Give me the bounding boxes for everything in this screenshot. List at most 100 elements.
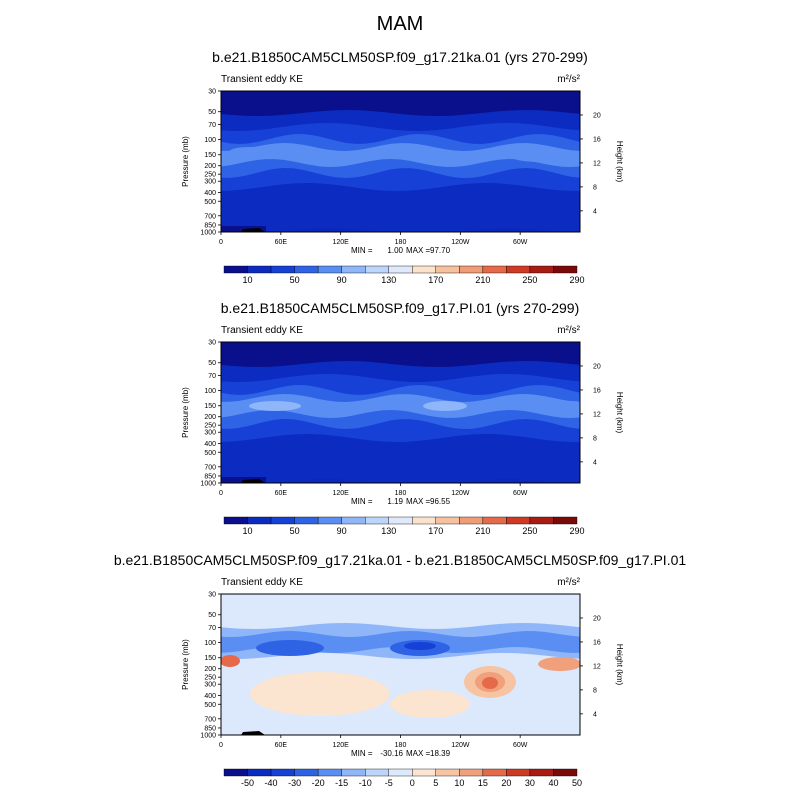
x-tick-label: 120E bbox=[332, 742, 349, 749]
colorbar-label: 5 bbox=[433, 778, 438, 788]
colorbar-label: 50 bbox=[290, 526, 300, 536]
colorbar-label: -50 bbox=[241, 778, 254, 788]
height-tick-label: 20 bbox=[593, 112, 601, 119]
x-tick-label: 120W bbox=[451, 239, 470, 246]
min-label: MIN = bbox=[351, 749, 373, 758]
y-tick-label: 200 bbox=[204, 163, 216, 170]
colorbar-box bbox=[482, 265, 507, 274]
y-tick-label: 1000 bbox=[200, 733, 216, 740]
colorbar-box bbox=[223, 516, 248, 525]
height-tick-label: 12 bbox=[593, 663, 601, 670]
y-tick-label: 250 bbox=[204, 172, 216, 179]
height-tick-label: 8 bbox=[593, 687, 597, 694]
colorbar-box bbox=[223, 265, 248, 274]
y-tick-label: 50 bbox=[208, 360, 216, 367]
colorbar-label: -10 bbox=[359, 778, 372, 788]
chart-title: b.e21.B1850CAM5CLM50SP.f09_g17.PI.01 (yr… bbox=[221, 300, 580, 316]
units-label: m²/s² bbox=[557, 577, 580, 588]
height-tick-label: 4 bbox=[593, 208, 597, 215]
panels: b.e21.B1850CAM5CLM50SP.f09_g17.21ka.01 (… bbox=[114, 49, 687, 788]
x-tick-label: 180 bbox=[395, 742, 407, 749]
y-tick-label: 500 bbox=[204, 450, 216, 457]
contour-level-50 bbox=[221, 394, 580, 418]
colorbar: 10 50 90 130 170 210 250 290 bbox=[223, 516, 585, 536]
chart-panel-2: b.e21.B1850CAM5CLM50SP.f09_g17.PI.01 (yr… bbox=[181, 300, 624, 536]
colorbar-label: 10 bbox=[243, 526, 253, 536]
y-tick-label: 400 bbox=[204, 693, 216, 700]
y-tick-label: 300 bbox=[204, 430, 216, 437]
colorbar-label: 170 bbox=[428, 526, 443, 536]
chart-title: b.e21.B1850CAM5CLM50SP.f09_g17.21ka.01 -… bbox=[114, 552, 687, 568]
colorbar-label: 130 bbox=[381, 526, 396, 536]
colorbar-box bbox=[482, 516, 507, 525]
colorbar-label: 290 bbox=[569, 275, 584, 285]
colorbar-label: -40 bbox=[265, 778, 278, 788]
topography bbox=[241, 228, 265, 232]
y-tick-label: 70 bbox=[208, 625, 216, 632]
colorbar-box bbox=[365, 516, 389, 525]
x-tick-label: 120E bbox=[332, 239, 349, 246]
colorbar-box bbox=[223, 768, 248, 777]
colorbar-label: 210 bbox=[475, 275, 490, 285]
colorbar-label: 40 bbox=[548, 778, 558, 788]
contour-pos-2c bbox=[482, 677, 498, 689]
colorbar-box bbox=[506, 516, 531, 525]
colorbar-label: 130 bbox=[381, 275, 396, 285]
colorbar-label: 250 bbox=[522, 275, 537, 285]
colorbar-box bbox=[365, 768, 389, 777]
colorbar-label: -5 bbox=[385, 778, 393, 788]
height-tick-label: 12 bbox=[593, 411, 601, 418]
colorbar-label: 50 bbox=[572, 778, 582, 788]
colorbar-box bbox=[341, 265, 366, 274]
y-axis-title: Pressure (mb) bbox=[181, 387, 190, 438]
max-value: 96.55 bbox=[430, 497, 451, 506]
units-label: m²/s² bbox=[557, 325, 580, 336]
contour-min-1 bbox=[256, 640, 324, 656]
y-tick-label: 30 bbox=[208, 340, 216, 347]
colorbar-label: 90 bbox=[337, 526, 347, 536]
contour-min-core bbox=[404, 642, 436, 650]
y-axis-title: Pressure (mb) bbox=[181, 136, 190, 187]
colorbar-box bbox=[270, 768, 295, 777]
units-label: m²/s² bbox=[557, 74, 580, 85]
colorbar-box bbox=[317, 265, 342, 274]
y-tick-label: 50 bbox=[208, 612, 216, 619]
height-tick-label: 16 bbox=[593, 136, 601, 143]
topography bbox=[241, 479, 265, 483]
y-tick-label: 150 bbox=[204, 152, 216, 159]
x-tick-label: 0 bbox=[219, 742, 223, 749]
colorbar: 10 50 90 130 170 210 250 290 bbox=[223, 265, 585, 285]
y-tick-label: 850 bbox=[204, 222, 216, 229]
contour-max-1 bbox=[249, 401, 301, 411]
colorbar-box bbox=[247, 516, 272, 525]
colorbar-box bbox=[459, 768, 484, 777]
colorbar-label: -30 bbox=[288, 778, 301, 788]
min-value: -30.16 bbox=[380, 749, 403, 758]
contour-pos-low-2 bbox=[390, 690, 470, 718]
contour-field bbox=[221, 342, 580, 483]
y-tick-label: 700 bbox=[204, 716, 216, 723]
y-tick-label: 150 bbox=[204, 655, 216, 662]
y-tick-label: 100 bbox=[204, 388, 216, 395]
x-tick-label: 60E bbox=[275, 239, 288, 246]
x-tick-label: 0 bbox=[219, 239, 223, 246]
colorbar-box bbox=[506, 768, 531, 777]
colorbar-box bbox=[529, 516, 554, 525]
colorbar-box bbox=[270, 516, 295, 525]
colorbar-box bbox=[459, 265, 484, 274]
x-tick-label: 180 bbox=[395, 490, 407, 497]
colorbar-box bbox=[506, 265, 531, 274]
y-tick-label: 1000 bbox=[200, 230, 216, 237]
topography bbox=[241, 731, 265, 735]
right-axis-title: Height (km) bbox=[615, 141, 624, 183]
left-label: Transient eddy KE bbox=[221, 577, 303, 588]
colorbar-label: -20 bbox=[312, 778, 325, 788]
colorbar-box bbox=[247, 265, 272, 274]
colorbar-box bbox=[553, 265, 578, 274]
colorbar-label: 250 bbox=[522, 526, 537, 536]
min-label: MIN = bbox=[351, 246, 373, 255]
colorbar-box bbox=[365, 265, 389, 274]
x-tick-label: 120E bbox=[332, 490, 349, 497]
colorbar-label: 10 bbox=[454, 778, 464, 788]
